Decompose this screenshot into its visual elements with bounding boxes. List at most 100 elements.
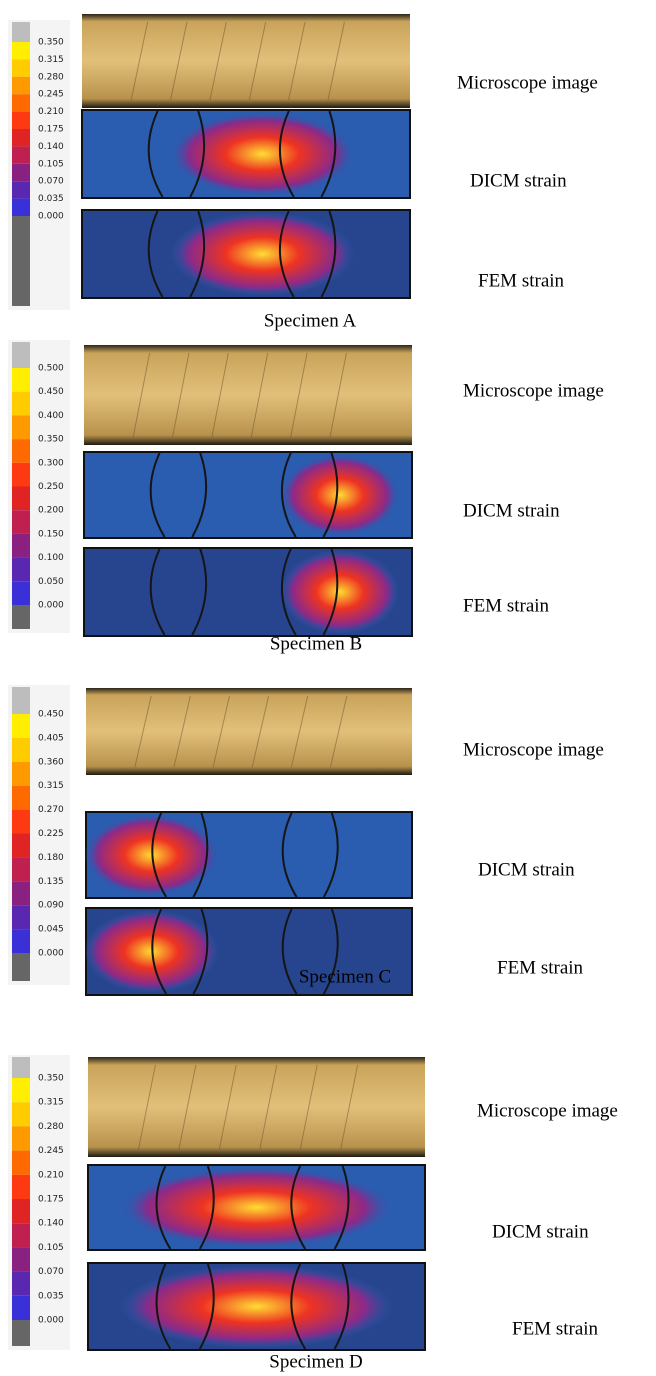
- colorbar-tick-label: 0.050: [38, 577, 64, 587]
- panel-label: DICM strain: [470, 170, 567, 191]
- colorbar-tick-label: 0.175: [38, 1195, 64, 1205]
- colorbar-tick-label: 0.175: [38, 125, 64, 135]
- colorbar-tick-label: 0.140: [38, 1219, 64, 1229]
- colorbar-tick-label: 0.210: [38, 1170, 64, 1180]
- colorbar-tick-label: 0.280: [38, 72, 64, 82]
- specimen-panel: 0.3500.3150.2800.2450.2100.1750.1400.105…: [8, 14, 598, 331]
- colorbar-cell: [12, 1078, 30, 1102]
- colorbar-cell: [12, 368, 30, 392]
- colorbar-cell: [12, 199, 30, 216]
- colorbar-cell: [12, 1320, 30, 1346]
- panel-label: Microscope image: [463, 380, 604, 401]
- colorbar-cell: [12, 129, 30, 146]
- colorbar-tick-label: 0.140: [38, 142, 64, 152]
- colorbar-cell: [12, 1126, 30, 1150]
- colorbar-cell: [12, 487, 30, 511]
- colorbar-tick-label: 0.350: [38, 38, 64, 48]
- colorbar-tick-label: 0.000: [38, 1316, 64, 1326]
- colorbar-cell: [12, 59, 30, 76]
- strain-hotspot: [84, 910, 218, 993]
- colorbar-tick-label: 0.200: [38, 506, 64, 516]
- colorbar-tick-label: 0.090: [38, 901, 64, 911]
- colorbar-tick-label: 0.450: [38, 387, 64, 397]
- colorbar-cell: [12, 463, 30, 487]
- colorbar-tick-label: 0.315: [38, 55, 64, 65]
- colorbar-cell: [12, 881, 30, 905]
- panel-label: DICM strain: [478, 859, 575, 880]
- panel-label: DICM strain: [463, 500, 560, 521]
- colorbar-cell: [12, 929, 30, 953]
- colorbar-tick-label: 0.070: [38, 1267, 64, 1277]
- colorbar-tick-label: 0.000: [38, 212, 64, 222]
- colorbar-tick-label: 0.045: [38, 925, 64, 935]
- colorbar-cell: [12, 558, 30, 582]
- colorbar-cell: [12, 77, 30, 94]
- figure: 0.350 0.315 0.280 0.245 0.210 0.175 0.140 0.105…: [0, 0, 656, 1376]
- colorbar-tick-label: 0.245: [38, 1146, 64, 1156]
- specimen-label: Specimen C: [299, 966, 391, 987]
- specimen-panel: 0.3500.3150.2800.2450.2100.1750.1400.105…: [8, 1055, 618, 1372]
- specimen-panel: 0.4500.4050.3600.3150.2700.2250.1800.135…: [8, 685, 604, 995]
- colorbar-cell: [12, 1057, 30, 1078]
- colorbar-cell: [12, 415, 30, 439]
- colorbar-cell: [12, 392, 30, 416]
- colorbar-cell: [12, 146, 30, 163]
- colorbar-cell: [12, 786, 30, 810]
- colorbar-tick-label: 0.450: [38, 710, 64, 720]
- colorbar-tick-label: 0.400: [38, 411, 64, 421]
- colorbar-tick-label: 0.405: [38, 733, 64, 743]
- colorbar-tick-label: 0.225: [38, 829, 64, 839]
- strain-hotspot: [281, 454, 399, 536]
- colorbar-cell: [12, 1102, 30, 1126]
- colorbar-tick-label: 0.000: [38, 601, 64, 611]
- colorbar-cell: [12, 905, 30, 929]
- colorbar-tick-label: 0.270: [38, 805, 64, 815]
- strain-hotspot: [281, 550, 399, 634]
- colorbar-cell: [12, 164, 30, 181]
- colorbar-tick-label: 0.100: [38, 553, 64, 563]
- panel-label: FEM strain: [478, 270, 565, 291]
- panel-label: DICM strain: [492, 1221, 589, 1242]
- colorbar-tick-label: 0.350: [38, 1074, 64, 1084]
- colorbar-cell: [12, 810, 30, 834]
- colorbar-cell: [12, 1151, 30, 1175]
- strain-hotspot: [84, 814, 218, 896]
- colorbar-cell: [12, 953, 30, 981]
- microscope-image: [86, 688, 412, 775]
- colorbar-tick-label: 0.035: [38, 194, 64, 204]
- colorbar-tick-label: 0.070: [38, 177, 64, 187]
- colorbar-cell: [12, 687, 30, 714]
- colorbar-cell: [12, 510, 30, 534]
- colorbar-cell: [12, 738, 30, 762]
- colorbar-tick-label: 0.245: [38, 90, 64, 100]
- panel-label: Microscope image: [457, 72, 598, 93]
- colorbar-cell: [12, 94, 30, 111]
- colorbar-cell: [12, 216, 30, 306]
- colorbar-cell: [12, 534, 30, 558]
- colorbar-cell: [12, 1199, 30, 1223]
- colorbar-tick-label: 0.035: [38, 1291, 64, 1301]
- colorbar-cell: [12, 605, 30, 629]
- colorbar-cell: [12, 1223, 30, 1247]
- specimen-panel: 0.5000.4500.4000.3500.3000.2500.2000.150…: [8, 340, 604, 654]
- panel-label: FEM strain: [497, 957, 584, 978]
- colorbar-tick-label: 0.500: [38, 364, 64, 374]
- colorbar-cell: [12, 762, 30, 786]
- microscope-image: [82, 14, 410, 108]
- colorbar-tick-label: 0.250: [38, 482, 64, 492]
- colorbar-cell: [12, 112, 30, 129]
- microscope-image: [88, 1057, 425, 1157]
- colorbar-tick-label: 0.360: [38, 757, 64, 767]
- colorbar-tick-label: 0.135: [38, 877, 64, 887]
- colorbar-cell: [12, 581, 30, 605]
- colorbar-tick-label: 0.000: [38, 949, 64, 959]
- colorbar-tick-label: 0.315: [38, 781, 64, 791]
- colorbar-tick-label: 0.150: [38, 529, 64, 539]
- specimen-label: Specimen B: [270, 633, 362, 654]
- panel-label: FEM strain: [512, 1318, 599, 1339]
- specimen-label: Specimen A: [264, 310, 357, 331]
- colorbar-cell: [12, 22, 30, 42]
- colorbar-cell: [12, 714, 30, 738]
- colorbar-tick-label: 0.105: [38, 1243, 64, 1253]
- panel-label: Microscope image: [477, 1100, 618, 1121]
